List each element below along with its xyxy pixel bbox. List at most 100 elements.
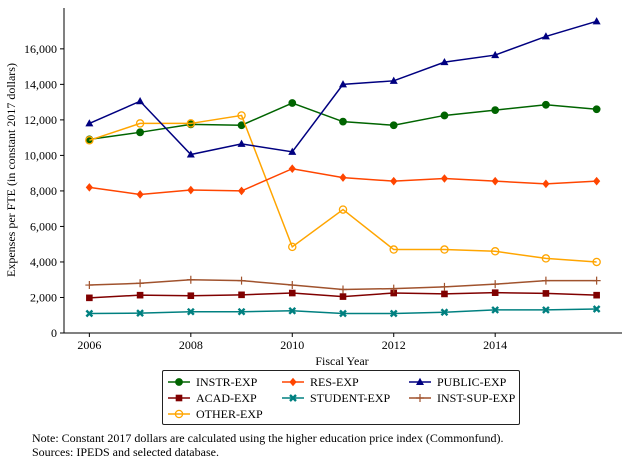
data-point-res-exp bbox=[187, 185, 195, 195]
data-point-public-exp bbox=[592, 17, 601, 25]
y-tick-label: 8,000 bbox=[30, 184, 57, 198]
data-point-res-exp bbox=[491, 176, 499, 186]
x-tick-label: 2014 bbox=[483, 338, 507, 352]
data-point-student-exp bbox=[389, 309, 398, 318]
x-axis-ticks: 2006 2008 2010 2012 2014 bbox=[77, 333, 507, 352]
data-point-other-exp bbox=[237, 111, 246, 120]
data-point-student-exp bbox=[592, 305, 601, 313]
legend-label: PUBLIC-EXP bbox=[437, 374, 507, 389]
source-line: Sources: IPEDS and selected database. bbox=[32, 445, 219, 459]
data-point-res-exp bbox=[85, 183, 93, 192]
legend-item-instr-exp: INSTR-EXP bbox=[167, 374, 257, 390]
legend-marker-student-exp bbox=[282, 394, 304, 402]
data-point-acad-exp bbox=[542, 290, 550, 297]
data-point-instr-exp bbox=[592, 105, 601, 114]
y-tick-label: 2,000 bbox=[30, 290, 57, 304]
series-other-exp bbox=[85, 111, 601, 267]
legend-symbol bbox=[416, 394, 424, 402]
data-point-student-exp bbox=[440, 308, 449, 317]
data-point-public-exp bbox=[186, 150, 195, 158]
legend-item-res-exp: RES-EXP bbox=[281, 374, 359, 390]
data-point-instr-exp bbox=[288, 99, 297, 107]
data-point-student-exp bbox=[339, 309, 347, 318]
chart-series bbox=[85, 17, 601, 318]
data-point-instr-exp bbox=[339, 117, 347, 126]
legend-label: INSTR-EXP bbox=[196, 374, 258, 389]
legend-label: STUDENT-EXP bbox=[310, 390, 391, 405]
y-tick-label: 4,000 bbox=[30, 255, 57, 269]
data-point-inst-sup-exp bbox=[592, 276, 601, 285]
data-point-acad-exp bbox=[86, 294, 93, 302]
data-point-public-exp bbox=[339, 80, 347, 88]
data-point-inst-sup-exp bbox=[136, 279, 145, 288]
legend-marker-res-exp bbox=[282, 377, 304, 387]
data-point-instr-exp bbox=[491, 106, 500, 115]
x-axis-label: Fiscal Year bbox=[315, 354, 368, 368]
data-point-acad-exp bbox=[288, 289, 296, 297]
data-point-student-exp bbox=[288, 306, 297, 315]
data-point-other-exp bbox=[440, 245, 449, 254]
legend-symbol bbox=[175, 378, 183, 386]
data-point-inst-sup-exp bbox=[85, 281, 94, 290]
y-tick-label: 10,000 bbox=[24, 148, 57, 162]
legend-symbol bbox=[175, 394, 183, 402]
y-tick-label: 6,000 bbox=[30, 219, 57, 233]
data-point-inst-sup-exp bbox=[237, 276, 246, 285]
data-point-res-exp bbox=[390, 176, 398, 186]
data-point-other-exp bbox=[389, 245, 398, 254]
data-point-student-exp bbox=[136, 309, 144, 317]
data-point-other-exp bbox=[490, 247, 500, 256]
series-inst-sup-exp bbox=[85, 275, 601, 294]
note-line: Note: Constant 2017 dollars are calculat… bbox=[32, 431, 504, 445]
y-tick-label: 12,000 bbox=[24, 113, 57, 127]
legend-marker-public-exp bbox=[409, 377, 431, 385]
legend-item-student-exp: STUDENT-EXP bbox=[281, 390, 390, 406]
data-point-public-exp bbox=[237, 139, 246, 147]
data-point-inst-sup-exp bbox=[389, 284, 398, 293]
series-instr-exp bbox=[85, 99, 601, 144]
legend-marker-inst-sup-exp bbox=[409, 394, 431, 402]
data-point-acad-exp bbox=[593, 291, 600, 299]
y-tick-label: 14,000 bbox=[24, 77, 57, 91]
y-tick-label: 16,000 bbox=[24, 42, 57, 56]
legend-symbol bbox=[289, 377, 297, 387]
series-student-exp bbox=[85, 305, 601, 318]
data-point-public-exp bbox=[491, 50, 500, 59]
data-point-instr-exp bbox=[136, 128, 144, 137]
data-point-inst-sup-exp bbox=[491, 280, 500, 289]
series-acad-exp bbox=[86, 289, 600, 302]
legend-marker-other-exp bbox=[168, 409, 190, 419]
data-point-public-exp bbox=[389, 76, 398, 84]
data-point-public-exp bbox=[85, 119, 94, 127]
data-point-public-exp bbox=[288, 147, 297, 155]
legend-item-other-exp: OTHER-EXP bbox=[167, 406, 263, 422]
data-point-instr-exp bbox=[440, 111, 449, 120]
data-point-student-exp bbox=[491, 306, 500, 314]
data-point-res-exp bbox=[339, 173, 347, 182]
data-point-other-exp bbox=[135, 119, 145, 128]
legend-label: OTHER-EXP bbox=[196, 406, 263, 421]
data-point-student-exp bbox=[237, 307, 246, 316]
data-point-acad-exp bbox=[187, 292, 195, 300]
data-point-acad-exp bbox=[441, 290, 448, 298]
legend-symbol bbox=[174, 409, 184, 419]
line-chart: 2006 2008 2010 2012 2014 0 2,000 4,000 6,000 8,0… bbox=[4, 8, 622, 368]
data-point-acad-exp bbox=[339, 293, 347, 300]
data-point-public-exp bbox=[541, 32, 550, 40]
x-tick-label: 2010 bbox=[280, 338, 304, 352]
x-tick-label: 2006 bbox=[77, 338, 101, 352]
data-point-other-exp bbox=[338, 205, 348, 214]
data-point-acad-exp bbox=[390, 289, 398, 297]
series-res-exp bbox=[85, 164, 601, 199]
series-line-other-exp bbox=[89, 114, 597, 263]
data-point-student-exp bbox=[186, 307, 195, 316]
chart-note: Note: Constant 2017 dollars are calculat… bbox=[32, 431, 504, 459]
legend-item-acad-exp: ACAD-EXP bbox=[167, 390, 257, 406]
legend-marker-acad-exp bbox=[168, 394, 190, 402]
legend-label: ACAD-EXP bbox=[196, 390, 257, 405]
data-point-other-exp bbox=[288, 242, 297, 252]
data-point-other-exp bbox=[186, 119, 196, 128]
data-point-acad-exp bbox=[491, 289, 499, 296]
legend-item-inst-sup-exp: INST-SUP-EXP bbox=[408, 390, 515, 406]
data-point-other-exp bbox=[592, 257, 601, 267]
